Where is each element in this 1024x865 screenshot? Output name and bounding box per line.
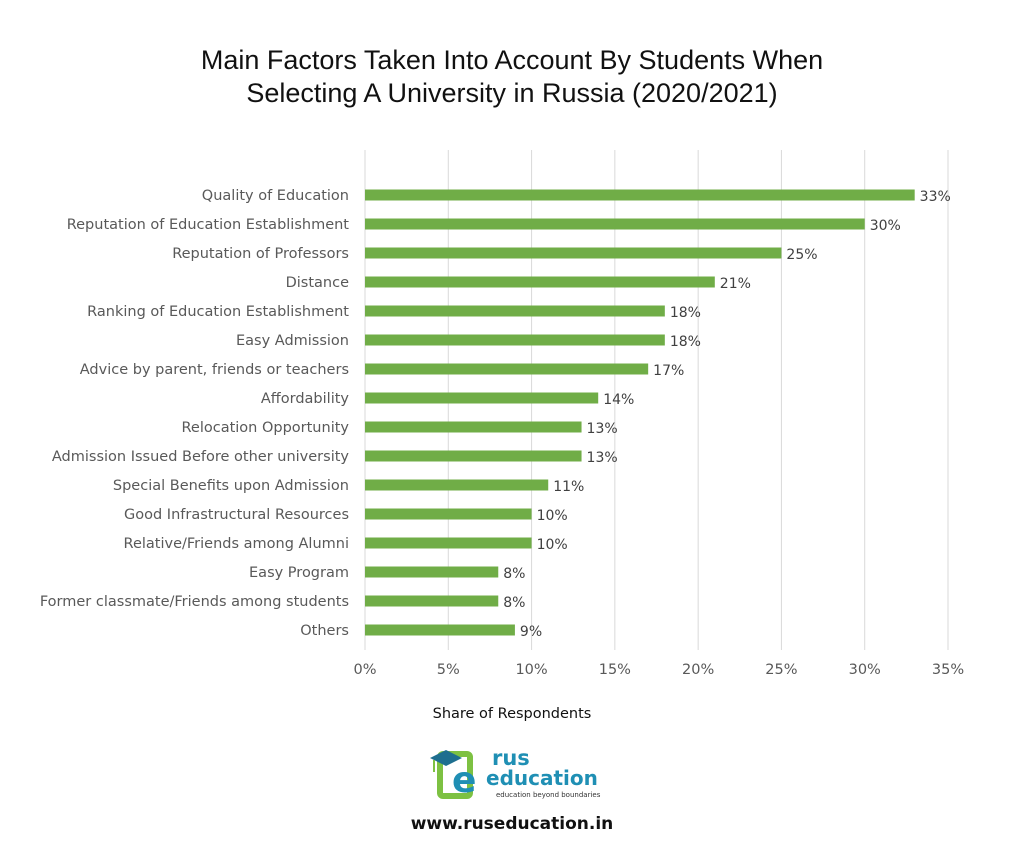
x-tick-labels: 0% 5% 10% 15% 20% 25% 30% 35% [353, 662, 964, 678]
value-label: 13% [587, 450, 618, 466]
bar [365, 479, 549, 491]
value-label: 18% [670, 305, 701, 321]
category-label: Ranking of Education Establishment [87, 304, 349, 320]
category-label: Relocation Opportunity [181, 420, 349, 436]
value-label: 9% [520, 624, 542, 640]
category-label: Others [300, 623, 349, 639]
category-label: Reputation of Education Establishment [67, 217, 350, 233]
x-tick-label: 20% [682, 662, 714, 678]
value-label: 17% [653, 363, 684, 379]
bar [365, 334, 665, 346]
logo-word-rus: rus [492, 746, 530, 770]
x-tick-label: 15% [599, 662, 631, 678]
bar [365, 537, 532, 549]
category-label: Relative/Friends among Alumni [124, 536, 349, 552]
category-labels: Quality of Education Reputation of Educat… [40, 188, 350, 639]
bar [365, 189, 915, 201]
category-label: Former classmate/Friends among students [40, 594, 349, 610]
x-tick-label: 0% [353, 662, 376, 678]
bar [365, 421, 582, 433]
value-label: 18% [670, 334, 701, 350]
website-url: www.ruseducation.in [410, 814, 614, 834]
bar [365, 624, 515, 636]
bar [365, 566, 499, 578]
category-label: Reputation of Professors [172, 246, 349, 262]
bar [365, 247, 782, 259]
category-label: Easy Admission [236, 333, 349, 349]
chart-title-line-2: Selecting A University in Russia (2020/2… [246, 78, 778, 108]
x-axis-label: Share of Respondents [432, 706, 592, 722]
category-label: Quality of Education [202, 188, 349, 204]
ruseducation-logo: e rus education education beyond boundar… [426, 746, 606, 806]
bar [365, 305, 665, 317]
chart-title-line-1: Main Factors Taken Into Account By Stude… [200, 45, 824, 75]
category-label: Advice by parent, friends or teachers [80, 362, 349, 378]
logo-letter: e [452, 760, 476, 801]
category-label: Special Benefits upon Admission [113, 478, 349, 494]
value-label: 8% [503, 566, 525, 582]
category-label: Distance [286, 275, 349, 291]
bar [365, 392, 599, 404]
bar [365, 595, 499, 607]
logo-tagline: education beyond boundaries [496, 791, 601, 799]
category-label: Affordability [261, 391, 350, 407]
bar [365, 218, 865, 230]
bar [365, 276, 715, 288]
value-label: 21% [720, 276, 751, 292]
value-label: 14% [603, 392, 634, 408]
bar [365, 508, 532, 520]
value-labels: 33%30%25%21%18%18%17%14%13%13%11%10%10%8… [503, 189, 951, 640]
bar [365, 363, 649, 375]
x-tick-label: 35% [932, 662, 964, 678]
chart-title: Main Factors Taken Into Account By Stude… [0, 44, 1024, 110]
x-tick-label: 5% [437, 662, 460, 678]
value-label: 11% [553, 479, 584, 495]
category-label: Good Infrastructural Resources [124, 507, 349, 523]
category-label: Easy Program [249, 565, 349, 581]
value-label: 13% [587, 421, 618, 437]
value-label: 25% [786, 247, 817, 263]
value-label: 30% [870, 218, 901, 234]
x-tick-label: 30% [849, 662, 881, 678]
x-tick-label: 10% [515, 662, 547, 678]
bars [365, 189, 915, 636]
value-label: 10% [537, 508, 568, 524]
x-tick-label: 25% [765, 662, 797, 678]
logo-word-education: education [486, 766, 598, 790]
value-label: 10% [537, 537, 568, 553]
category-label: Admission Issued Before other university [52, 449, 350, 465]
logo-e-icon: e [430, 750, 476, 801]
value-label: 33% [920, 189, 951, 205]
value-label: 8% [503, 595, 525, 611]
bar [365, 450, 582, 462]
